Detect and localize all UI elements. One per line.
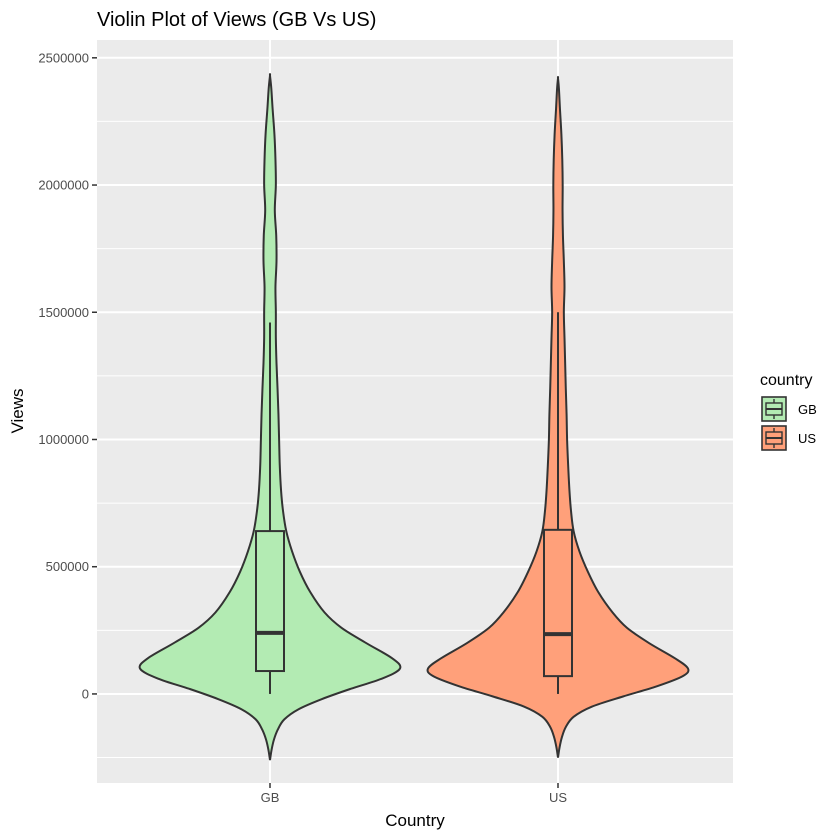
chart-title: Violin Plot of Views (GB Vs US) — [97, 9, 376, 31]
y-axis: 0 500000 1000000 1500000 2000000 2500000 — [38, 50, 97, 701]
x-axis-title: Country — [385, 811, 445, 830]
legend-keys: GB US — [761, 396, 817, 451]
x-axis: GB US — [261, 783, 567, 805]
y-tick-label: 1500000 — [38, 305, 89, 320]
box-iqr — [543, 528, 573, 678]
boxplots — [255, 312, 573, 694]
y-axis-title: Views — [8, 388, 27, 433]
y-tick-label: 500000 — [46, 559, 89, 574]
y-tick-label: 2500000 — [38, 50, 89, 65]
legend-label-gb: GB — [798, 402, 817, 417]
y-tick-label: 2000000 — [38, 178, 89, 193]
y-tick-label: 1000000 — [38, 432, 89, 447]
x-tick-label: GB — [261, 790, 280, 805]
legend-label-us: US — [798, 431, 816, 446]
legend-title: country — [760, 372, 812, 389]
box-iqr — [255, 530, 285, 673]
y-tick-label: 0 — [82, 686, 89, 701]
legend: country GB US — [760, 372, 817, 451]
x-tick-label: US — [549, 790, 567, 805]
